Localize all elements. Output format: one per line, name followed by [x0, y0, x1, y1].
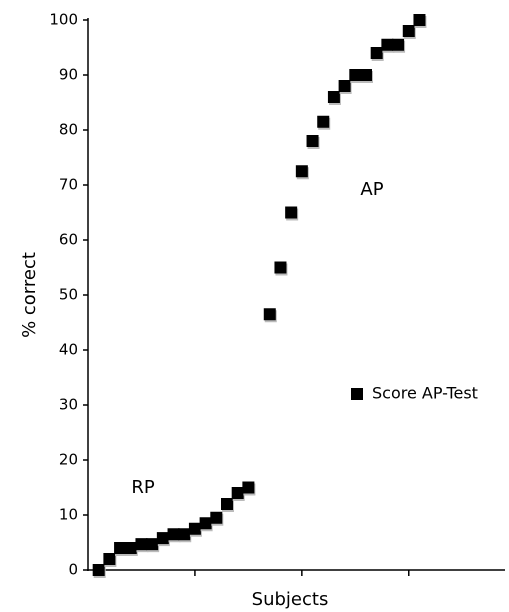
x-axis-label: Subjects: [252, 589, 329, 610]
y-tick-label: 70: [59, 176, 78, 194]
y-tick-label: 80: [59, 121, 78, 139]
marker: [114, 542, 127, 554]
marker: [92, 564, 105, 576]
marker: [199, 517, 212, 530]
marker: [178, 528, 191, 541]
marker: [306, 135, 319, 147]
marker: [242, 481, 255, 494]
annotation: AP: [360, 179, 383, 200]
marker: [210, 511, 223, 524]
y-tick-label: 10: [59, 506, 78, 524]
y-tick-label: 40: [59, 341, 78, 359]
marker: [135, 538, 148, 551]
marker: [146, 538, 159, 551]
y-tick-label: 90: [59, 66, 78, 84]
marker: [188, 522, 201, 535]
marker: [156, 532, 169, 545]
y-tick-label: 0: [68, 561, 78, 579]
marker: [413, 14, 426, 26]
legend-marker: [351, 388, 363, 400]
marker: [263, 308, 276, 321]
y-tick-label: 50: [59, 286, 78, 304]
y-tick-label: 30: [59, 396, 78, 414]
marker: [221, 498, 233, 510]
marker: [402, 25, 415, 37]
annotation: RP: [131, 477, 155, 498]
marker: [231, 487, 244, 499]
marker: [381, 38, 394, 51]
marker: [392, 38, 405, 51]
y-tick-label: 20: [59, 451, 78, 469]
y-tick-label: 100: [49, 11, 78, 29]
marker: [317, 115, 330, 128]
y-tick-label: 60: [59, 231, 78, 249]
legend-label: Score AP-Test: [372, 384, 478, 403]
marker: [167, 528, 180, 541]
marker: [360, 69, 372, 81]
marker: [103, 553, 116, 565]
marker: [370, 47, 383, 59]
marker: [338, 80, 351, 92]
marker: [327, 91, 340, 103]
marker: [124, 542, 137, 554]
marker: [349, 69, 362, 81]
marker: [285, 206, 298, 219]
y-axis-label: % correct: [19, 252, 40, 338]
marker: [295, 165, 308, 178]
marker: [274, 261, 287, 274]
